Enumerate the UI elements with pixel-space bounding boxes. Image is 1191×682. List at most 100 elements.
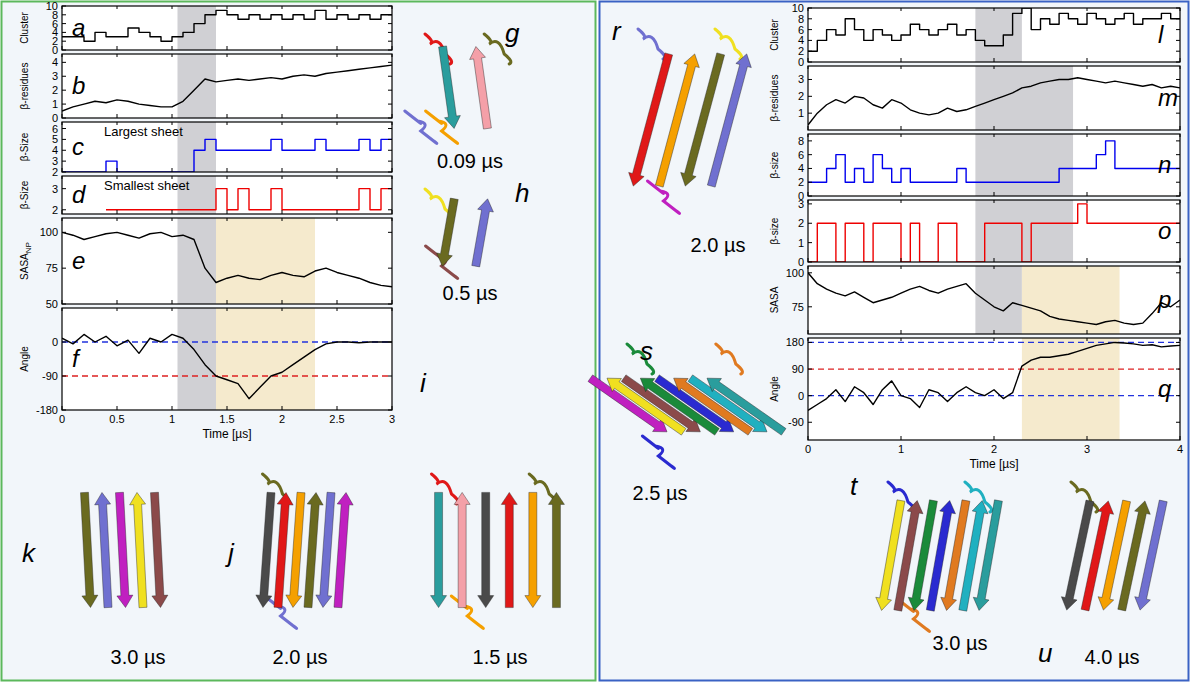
band [1022,266,1120,334]
band [975,200,1073,262]
y-tick-label: 0 [798,390,804,402]
series-line [62,10,392,41]
y-label-main: SASA [19,253,30,280]
band [975,266,1022,334]
y-tick-label: 2 [798,45,804,57]
series-line [62,139,392,172]
series-line [808,342,1180,410]
y-label: β-residues [769,75,780,122]
y-tick-label: 2 [52,84,58,96]
x-tick [337,210,338,214]
snapshot-time: 3.0 µs [111,646,166,668]
y-tick-label: 0 [52,336,58,348]
y-tick-label: 6 [52,123,58,135]
frame [62,122,392,172]
y-label: Cluster [769,18,780,50]
y-label: Cluster [19,11,30,43]
chart-n: 02468β-sizen [769,134,1180,202]
x-tick [994,330,995,334]
series-line [808,141,1180,182]
frame [808,134,1180,196]
strand [468,45,495,129]
strand [652,52,703,188]
annotation: Largest sheet [104,124,183,139]
snapshot-i: i1.5 µs [420,368,564,668]
x-tick [901,436,902,440]
y-tick-label: 3 [52,183,58,195]
strand [702,372,788,439]
snapshot-letter: i [420,368,427,398]
frame [808,66,1180,130]
strand [686,372,772,439]
snapshot-letter: g [505,18,520,48]
x-tick [1087,436,1088,440]
coil [716,344,743,374]
y-tick-label: 3 [798,73,804,85]
x-tick [172,210,173,214]
panel-letter: a [72,14,85,41]
x-tick-label: 0 [59,413,65,425]
y-tick-label: 2 [52,166,58,178]
y-tick-label: 2 [798,217,804,229]
ref-line [62,375,392,376]
x-label: Time [µs] [969,457,1018,471]
series-line [808,204,1180,262]
panel-letter: d [72,181,86,208]
strand [468,197,496,267]
y-tick-label: -90 [788,416,804,428]
band [178,6,217,50]
panel-letter: n [1158,151,1171,178]
x-tick [337,406,338,410]
y-tick-label: 4 [798,162,804,174]
y-tick-label: 6 [798,24,804,36]
chart-c: 23456β-SizecLargest sheet [19,122,392,178]
strand [454,492,470,607]
strand [525,492,541,607]
snapshot-j: j2.0 µs [225,474,354,668]
y-tick-label: 4 [52,56,58,68]
strand [678,52,729,188]
plot-area [62,218,392,304]
x-tick [282,210,283,214]
plot-bg [808,134,1180,196]
x-tick [117,300,118,304]
x-tick [901,126,902,130]
plot-area [808,8,1180,62]
chart-p: 75100SASAp [769,266,1180,334]
y-tick-label: 2 [798,90,804,102]
snapshot-r: r2.0 µs [612,16,754,256]
x-tick [337,300,338,304]
frame [62,218,392,304]
left-panel [2,2,596,681]
x-tick [227,210,228,214]
panel-letter: p [1157,286,1171,313]
x-tick [994,192,995,196]
x-label: Time [µs] [202,427,251,441]
panel-letter: m [1158,84,1178,111]
strand [704,52,755,188]
coil [642,436,674,468]
strand [76,492,98,608]
strand [626,52,677,188]
y-tick-label: 1 [798,107,804,119]
y-label: β-size [769,151,780,178]
x-tick [1087,330,1088,334]
y-label: SASANP [19,242,33,280]
snapshot-letter: j [225,538,235,568]
plot-bg [808,200,1180,262]
x-tick [117,168,118,172]
snapshot-time: 0.09 µs [437,150,503,172]
series-line [62,334,392,398]
band [216,218,315,304]
coil [638,29,665,59]
y-label: SASA [769,286,780,313]
frame [808,266,1180,334]
y-tick-label: 1 [798,237,804,249]
plot-area [808,338,1180,440]
x-tick [1087,258,1088,262]
annotation: Smallest sheet [104,178,190,193]
plot-bg [808,8,1180,62]
panel-letter: f [72,345,81,372]
y-tick-label: 90 [792,363,804,375]
x-tick-label: 0.5 [109,413,124,425]
